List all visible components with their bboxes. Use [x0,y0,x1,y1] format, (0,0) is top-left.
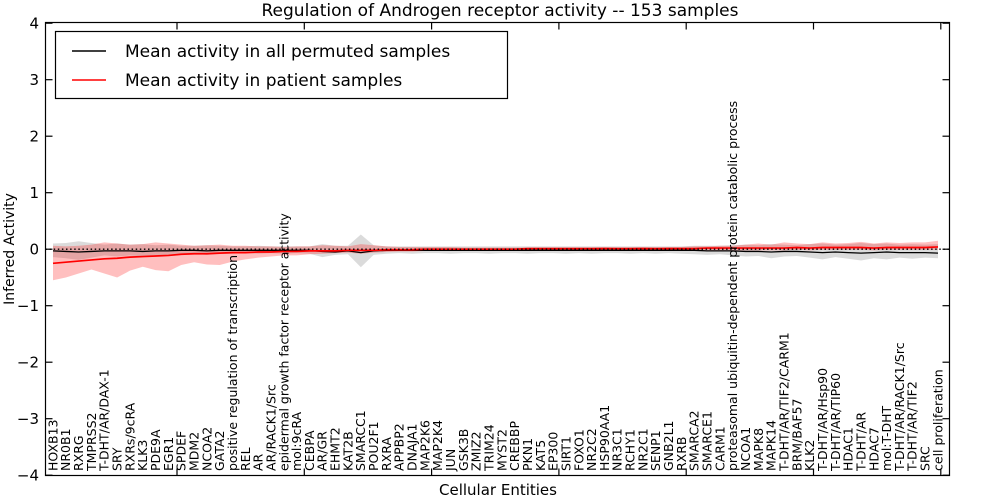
x-tick-label: NR2C1 [635,428,650,471]
x-tick-label: GNB2L1 [661,421,676,471]
data-lines [45,246,950,265]
axis-ticks [45,22,950,476]
y-tick-label: 1 [29,184,39,202]
x-tick-label: PKN1 [520,438,535,471]
x-tick-label: T-DHT/AR/RACK1/Src [892,342,907,472]
legend-box [54,30,509,100]
x-tick-label: T-DHT/AR/DAX-1 [97,369,112,472]
x-axis-label: Cellular Entities [439,481,557,499]
x-tick-label: TMPRSS2 [84,413,99,472]
x-tick-label: DNAJA1 [405,424,420,472]
y-tick-label: −4 [17,467,39,485]
x-tick-label: CREBBP [507,421,522,471]
x-tick-label: SMARCA2 [687,410,702,471]
x-tick-label: MYST2 [494,429,509,471]
x-tick-label: EGR1 [161,437,176,471]
y-axis-label: Inferred Activity [2,193,18,305]
x-tick-label: SMARCC1 [353,410,368,471]
x-tick-label: NCOA2 [199,427,214,471]
x-tick-label: MAP2K6 [417,420,432,471]
legend: Mean activity in all permuted samples Me… [54,30,509,100]
x-tick-label: CEBPA [302,430,317,471]
y-tick-label: −2 [17,354,39,372]
x-tick-label: PDE9A [148,429,163,471]
x-tick-label: T-DHT/AR [853,412,868,472]
x-tick-label: KLK2 [802,440,817,471]
x-tick-label: MAPK14 [764,420,779,471]
x-tick-label: AR/RACK1/Src [263,384,278,471]
x-tick-label: AR [251,453,266,471]
x-tick-label: SENP1 [648,430,663,471]
x-tick-label: HOXB13 [45,420,60,471]
x-tick-label: KLK3 [135,440,150,471]
x-tick-label: NR0B1 [58,428,73,471]
x-tick-labels: HOXB13NR0B1RXRGTMPRSS2T-DHT/AR/DAX-1SRYR… [45,101,945,472]
x-tick-label: GSK3B [456,429,471,471]
x-tick-label: mol:T-DHT [879,405,894,471]
y-tick-labels: −4 −3 −2 −1 0 1 2 3 4 [17,15,39,485]
legend-label-permuted: Mean activity in all permuted samples [125,42,450,62]
x-tick-label: SPDEF [174,431,189,471]
x-tick-label: mol:9cRA [289,411,304,471]
x-tick-label: REL [238,447,253,471]
x-tick-label: FOXO1 [571,429,586,471]
x-tick-label: MDM2 [186,432,201,471]
x-tick-label: KAT2B [340,431,355,471]
x-tick-label: RXRG [71,435,86,471]
x-tick-label: GATA2 [212,431,227,471]
x-tick-label: EHMT2 [328,427,343,471]
x-tick-label: T-DHT/AR/TIF2/CARM1 [776,332,791,472]
x-tick-label: SMARCE1 [700,411,715,471]
x-tick-label: cell proliferation [930,369,945,471]
x-tick-label: SRC [918,446,933,471]
x-tick-label: KAT5 [533,440,548,471]
chart-title: Regulation of Androgen receptor activity… [262,1,739,21]
x-tick-label: SIRT1 [558,436,573,471]
y-tick-label: 3 [29,71,39,89]
x-tick-label: NR2C2 [584,428,599,471]
x-tick-label: RXRB [674,436,689,471]
x-tick-label: BRM/BAF57 [789,399,804,471]
x-tick-label: RXRs/9cRA [122,402,137,471]
legend-label-patient: Mean activity in patient samples [125,71,402,91]
x-tick-label: JUN [443,449,458,472]
x-tick-label: T-DHT/AR/TIP60 [828,373,843,472]
x-tick-label: APPBP2 [392,423,407,471]
x-tick-label: POU2F1 [366,421,381,471]
x-tick-label: HSP90AA1 [597,405,612,471]
x-tick-label: MAP2K4 [430,420,445,471]
permuted-mean-line [52,249,939,254]
x-tick-label: MAPK8 [751,428,766,471]
x-tick-label: NR3C1 [610,428,625,471]
x-tick-label: RCHY1 [623,429,638,471]
x-tick-label: SRY [110,447,125,471]
x-tick-label: NCOA1 [738,427,753,471]
x-tick-label: ZMIZ2 [469,431,484,471]
x-tick-label: T-DHT/AR/TIF2 [905,381,920,472]
x-tick-label: CARM1 [712,426,727,471]
x-tick-label: T-DHT/AR/Hsp90 [815,368,830,472]
x-tick-label: HDAC7 [866,427,881,471]
y-tick-label: −3 [17,410,39,428]
x-tick-label: RXRA [379,437,394,471]
x-tick-label: proteasomal ubiquitin-dependent protein … [725,101,740,471]
x-tick-label: EP300 [546,432,561,471]
x-tick-label: TRIM24 [481,424,496,472]
y-tick-label: 4 [29,15,39,33]
x-tick-label: positive regulation of transcription [225,255,240,471]
patient-mean-line [52,246,939,265]
x-tick-label: HDAC1 [841,427,856,471]
y-tick-label: 2 [29,128,39,146]
x-tick-label: epidermal growth factor receptor activit… [276,213,291,471]
x-tick-label: AR/GR [315,431,330,471]
y-tick-label: −1 [17,297,39,315]
y-tick-label: 0 [29,241,39,259]
